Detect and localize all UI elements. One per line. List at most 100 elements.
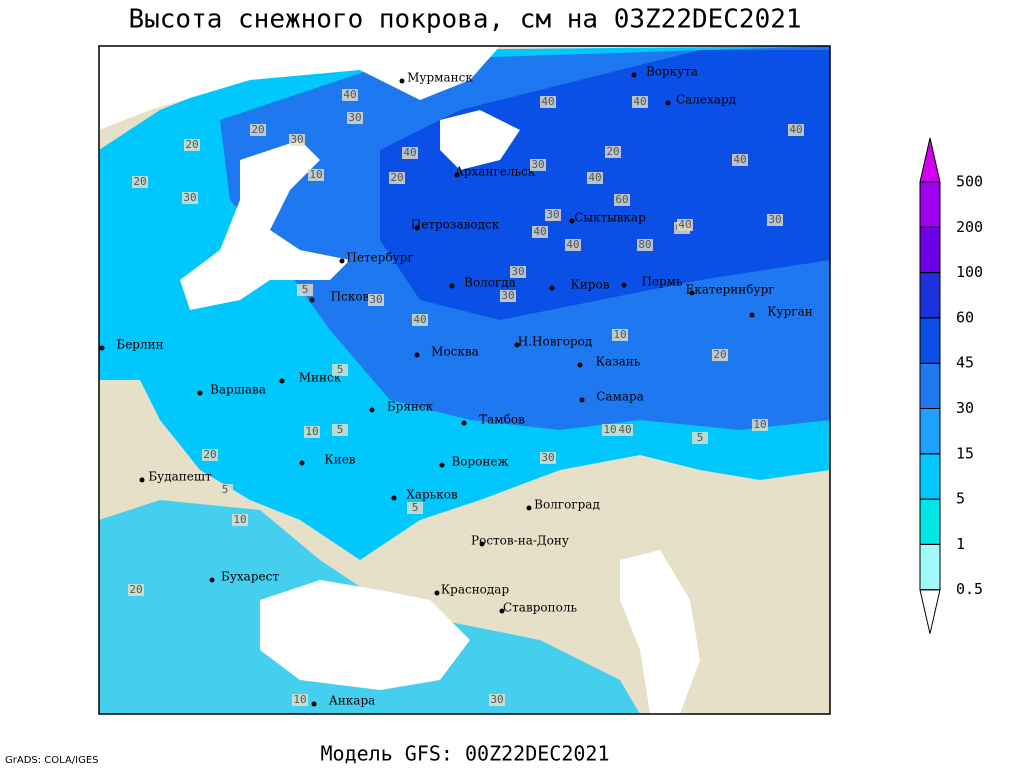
contour-label-box bbox=[297, 284, 313, 296]
city-label: Берлин bbox=[116, 338, 163, 352]
city-label: Варшава bbox=[210, 383, 266, 397]
city-label: Ростов-на-Дону bbox=[471, 534, 569, 548]
contour-label: 40 bbox=[343, 88, 356, 101]
contour-label-box bbox=[217, 484, 233, 496]
contour-label-box bbox=[540, 452, 556, 464]
contour-label: 40 bbox=[633, 95, 646, 108]
contour-label: 20 bbox=[129, 583, 142, 596]
colorbar-label: 15 bbox=[956, 444, 974, 462]
contour-label: 20 bbox=[251, 123, 264, 136]
contour-label: 80 bbox=[638, 238, 651, 251]
contour-label: 30 bbox=[541, 451, 554, 464]
colorbar-label: 100 bbox=[956, 263, 983, 281]
city-dot bbox=[454, 172, 460, 178]
city-dot bbox=[99, 345, 105, 351]
contour-label: 30 bbox=[290, 133, 303, 146]
city-dot bbox=[577, 362, 583, 368]
colorbar-label: 5 bbox=[956, 490, 965, 508]
city-dot bbox=[139, 477, 145, 483]
colorbar-label: 500 bbox=[956, 173, 983, 191]
city-label: Сыктывкар bbox=[574, 211, 646, 225]
contour-label-box bbox=[250, 124, 266, 136]
city-dot bbox=[279, 378, 285, 384]
contour-label: 40 bbox=[588, 171, 601, 184]
city-dot bbox=[391, 495, 397, 501]
contour-label: 20 bbox=[606, 145, 619, 158]
city-dot bbox=[439, 462, 445, 468]
contour-label: 10 bbox=[305, 425, 318, 438]
colorbar-band bbox=[919, 181, 941, 228]
city-dot bbox=[631, 72, 637, 78]
city-dot bbox=[299, 460, 305, 466]
contour-label: 5 bbox=[222, 483, 229, 496]
contour-label-box bbox=[182, 192, 198, 204]
city-label: Екатеринбург bbox=[685, 283, 774, 297]
colorbar-band bbox=[919, 408, 941, 455]
contour-label: 60 bbox=[615, 193, 628, 206]
contour-label-box bbox=[184, 139, 200, 151]
contour-label: 40 bbox=[541, 95, 554, 108]
city-dot bbox=[434, 590, 440, 596]
credit: GrADS: COLA/IGES bbox=[5, 755, 99, 766]
footer: Модель GFS: 00Z22DEC2021 bbox=[321, 742, 610, 766]
city-label: Волгоград bbox=[534, 498, 600, 512]
city-label: Москва bbox=[431, 345, 479, 359]
contour-label: 40 bbox=[533, 225, 546, 238]
city-dot bbox=[369, 407, 375, 413]
contour-label-box bbox=[304, 426, 320, 438]
city-label: Воронеж bbox=[451, 455, 508, 469]
contour-label-box bbox=[767, 214, 783, 226]
contour-label: 30 bbox=[369, 293, 382, 306]
contour-label-box bbox=[308, 169, 324, 181]
city-label: Вологда bbox=[464, 276, 516, 290]
contour-label: 10 bbox=[753, 418, 766, 431]
city-label: Пермь bbox=[641, 275, 683, 289]
city-dot bbox=[499, 608, 505, 614]
city-label: Краснодар bbox=[441, 583, 510, 597]
contour-label: 5 bbox=[697, 431, 704, 444]
city-dot bbox=[209, 577, 215, 583]
city-dot bbox=[414, 352, 420, 358]
city-dot bbox=[514, 342, 520, 348]
contour-label: 5 bbox=[302, 283, 309, 296]
city-label: Салехард bbox=[676, 93, 736, 107]
city-label: Минск bbox=[299, 371, 342, 385]
title: Высота снежного покрова, см на 03Z22DEC2… bbox=[128, 5, 801, 35]
colorbar-band bbox=[919, 226, 941, 274]
city-dot bbox=[399, 78, 405, 84]
colorbar-high bbox=[919, 137, 941, 183]
contour-label: 40 bbox=[678, 218, 691, 231]
contour-label-box bbox=[500, 290, 516, 302]
contour-label-box bbox=[614, 194, 630, 206]
contour-label: 30 bbox=[501, 289, 514, 302]
contour-label-box bbox=[347, 112, 363, 124]
city-label: Ставрополь bbox=[503, 601, 577, 615]
contour-label-box bbox=[565, 239, 581, 251]
contour-label-box bbox=[128, 584, 144, 596]
city-label: Петербург bbox=[346, 251, 413, 265]
contour-label-box bbox=[677, 219, 693, 231]
city-dot bbox=[339, 258, 345, 264]
contour-label: 40 bbox=[566, 238, 579, 251]
city-dot bbox=[309, 297, 315, 303]
contour-label: 10 bbox=[233, 513, 246, 526]
contour-label-box bbox=[289, 134, 305, 146]
city-label: Курган bbox=[767, 305, 812, 319]
contour-label: 10 bbox=[293, 693, 306, 706]
contour-label-box bbox=[342, 89, 358, 101]
contour-label-box bbox=[489, 694, 505, 706]
city-label: Казань bbox=[596, 355, 641, 369]
colorbar-label: 1 bbox=[956, 535, 965, 553]
contour-label-box bbox=[510, 266, 526, 278]
contour-label: 20 bbox=[713, 348, 726, 361]
contour-label-box bbox=[605, 146, 621, 158]
colorbar-band bbox=[919, 362, 941, 410]
city-label: Брянск bbox=[387, 400, 434, 414]
city-label: Киев bbox=[324, 453, 355, 467]
city-dot bbox=[197, 390, 203, 396]
contour-label-box bbox=[712, 349, 728, 361]
contour-label-box bbox=[407, 502, 423, 514]
city-dot bbox=[749, 312, 755, 318]
